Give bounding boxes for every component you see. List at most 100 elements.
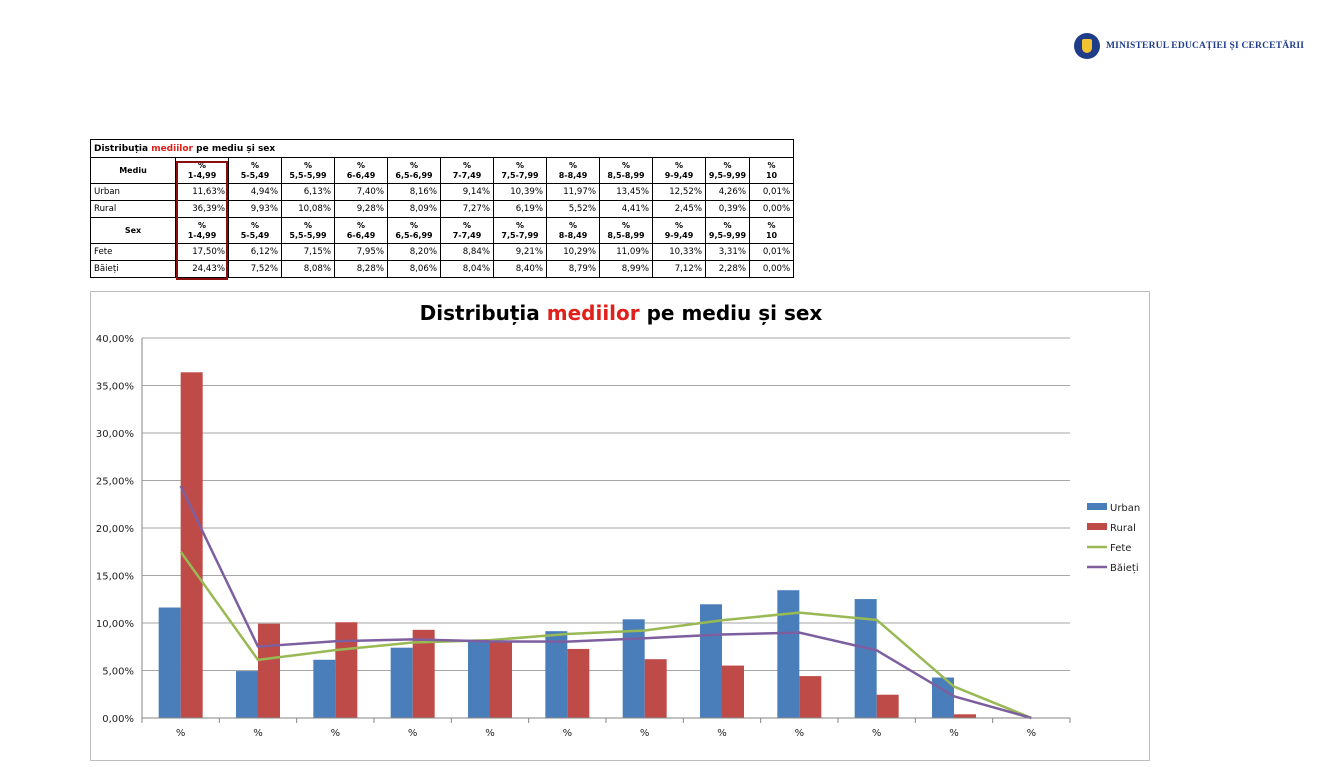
lines xyxy=(181,486,1032,718)
y-tick-label: 10,00% xyxy=(96,619,134,630)
table-cell: 12,52% xyxy=(653,184,706,201)
bar-urban xyxy=(236,671,258,718)
bar-rural xyxy=(335,622,357,718)
distribution-chart: Distribuția mediilor pe mediu și sex 0,0… xyxy=(91,292,1151,762)
column-header: %5-5,49 xyxy=(229,218,282,244)
table-title: Distribuția mediilor pe mediu și sex xyxy=(91,140,794,158)
bar-rural xyxy=(799,676,821,718)
x-tick-label: % xyxy=(176,728,186,739)
table-cell: 8,79% xyxy=(547,261,600,278)
table-cell: 17,50% xyxy=(176,244,229,261)
column-header: %6-6,49 xyxy=(335,158,388,184)
column-header: %5,5-5,99 xyxy=(282,158,335,184)
table-cell: 5,52% xyxy=(547,201,600,218)
column-header: %5,5-5,99 xyxy=(282,218,335,244)
table-cell: 9,93% xyxy=(229,201,282,218)
table-cell: 8,99% xyxy=(600,261,653,278)
legend-label: Rural xyxy=(1110,523,1136,534)
table-cell: 8,08% xyxy=(282,261,335,278)
bar-rural xyxy=(645,659,667,718)
legend-swatch xyxy=(1087,503,1107,510)
bar-rural xyxy=(567,649,589,718)
x-tick-label: % xyxy=(253,728,263,739)
table-cell: 2,28% xyxy=(706,261,750,278)
table-cell: 9,14% xyxy=(441,184,494,201)
table-cell: 10,33% xyxy=(653,244,706,261)
bar-urban xyxy=(391,648,413,718)
table-cell: 0,01% xyxy=(750,184,794,201)
distribution-table-wrap: Distribuția mediilor pe mediu și sex Med… xyxy=(90,139,791,278)
table-cell: 10,39% xyxy=(494,184,547,201)
ministry-logo: MINISTERUL EDUCAȚIEI ȘI CERCETĂRII xyxy=(1074,33,1304,59)
table-cell: 11,97% xyxy=(547,184,600,201)
column-header: %7,5-7,99 xyxy=(494,158,547,184)
table-cell: 6,19% xyxy=(494,201,547,218)
bar-rural xyxy=(181,372,203,718)
y-tick-label: 40,00% xyxy=(96,334,134,345)
x-tick-label: % xyxy=(1027,728,1037,739)
y-tick-label: 20,00% xyxy=(96,524,134,535)
x-tick-label: % xyxy=(331,728,341,739)
table-cell: 8,84% xyxy=(441,244,494,261)
row-label: Urban xyxy=(91,184,176,201)
legend-label: Urban xyxy=(1110,503,1140,514)
bar-rural xyxy=(877,695,899,718)
grid xyxy=(142,338,1070,671)
y-tick-label: 30,00% xyxy=(96,429,134,440)
column-header: %6-6,49 xyxy=(335,218,388,244)
column-header: %7,5-7,99 xyxy=(494,218,547,244)
table-cell: 24,43% xyxy=(176,261,229,278)
y-tick-label: 0,00% xyxy=(102,714,134,725)
column-header: %9-9,49 xyxy=(653,218,706,244)
bar-rural xyxy=(722,666,744,718)
column-header: %8,5-8,99 xyxy=(600,218,653,244)
table-cell: 10,08% xyxy=(282,201,335,218)
table-cell: 8,09% xyxy=(388,201,441,218)
x-tick-label: % xyxy=(872,728,882,739)
bar-rural xyxy=(490,641,512,718)
table-cell: 13,45% xyxy=(600,184,653,201)
column-header: %5-5,49 xyxy=(229,158,282,184)
table-cell: 7,27% xyxy=(441,201,494,218)
column-header: %7-7,49 xyxy=(441,158,494,184)
group-label: Sex xyxy=(91,218,176,244)
bar-urban xyxy=(159,608,181,718)
y-tick-label: 5,00% xyxy=(102,667,134,678)
y-tick-label: 35,00% xyxy=(96,382,134,393)
column-header: %9-9,49 xyxy=(653,158,706,184)
table-cell: 11,09% xyxy=(600,244,653,261)
chart-container: Distribuția mediilor pe mediu și sex 0,0… xyxy=(90,291,1150,761)
column-header: %10 xyxy=(750,158,794,184)
column-header: %10 xyxy=(750,218,794,244)
bar-rural xyxy=(954,714,976,718)
row-label: Băieți xyxy=(91,261,176,278)
column-header: %1-4,99 xyxy=(176,158,229,184)
column-header: %8-8,49 xyxy=(547,218,600,244)
bar-urban xyxy=(313,660,335,718)
group-label: Mediu xyxy=(91,158,176,184)
row-label: Fete xyxy=(91,244,176,261)
table-cell: 0,00% xyxy=(750,201,794,218)
legend-label: Băieți xyxy=(1110,563,1139,574)
table-cell: 6,13% xyxy=(282,184,335,201)
table-cell: 10,29% xyxy=(547,244,600,261)
table-cell: 8,40% xyxy=(494,261,547,278)
table-cell: 7,15% xyxy=(282,244,335,261)
bars xyxy=(159,372,1032,718)
table-header-row: Sex%1-4,99%5-5,49%5,5-5,99%6-6,49%6,5-6,… xyxy=(91,218,794,244)
table-cell: 7,95% xyxy=(335,244,388,261)
coat-of-arms-icon xyxy=(1074,33,1100,59)
x-tick-label: % xyxy=(795,728,805,739)
logo-text: MINISTERUL EDUCAȚIEI ȘI CERCETĂRII xyxy=(1106,41,1304,51)
line-series xyxy=(181,486,1032,718)
x-tick-label: % xyxy=(717,728,727,739)
bar-urban xyxy=(468,640,490,718)
x-tick-label: % xyxy=(408,728,418,739)
table-cell: 0,00% xyxy=(750,261,794,278)
x-tick-label: % xyxy=(485,728,495,739)
x-tick-label: % xyxy=(563,728,573,739)
